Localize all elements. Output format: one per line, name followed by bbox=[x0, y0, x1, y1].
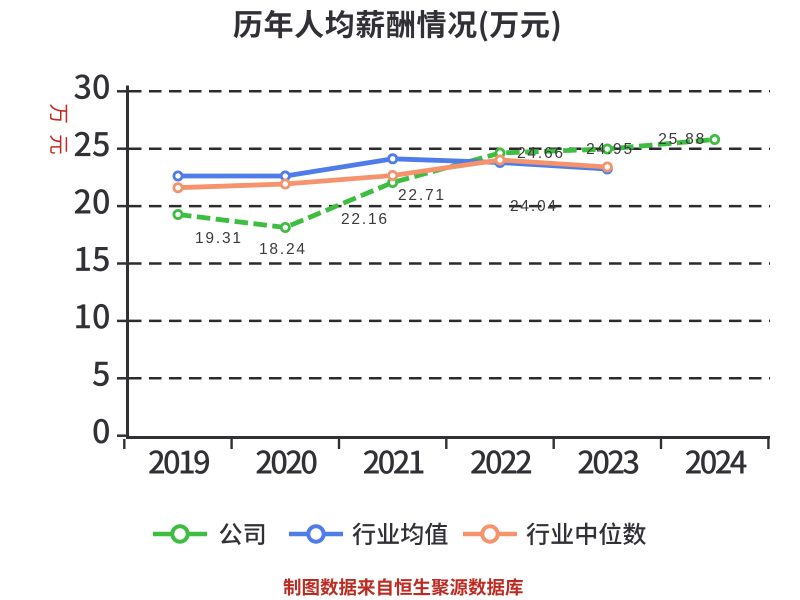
svg-text:22.16: 22.16 bbox=[341, 211, 389, 228]
svg-text:19.31: 19.31 bbox=[195, 230, 243, 247]
svg-text:24.66: 24.66 bbox=[517, 145, 565, 162]
svg-text:25.88: 25.88 bbox=[658, 131, 706, 148]
svg-text:18.24: 18.24 bbox=[259, 241, 307, 258]
svg-text:22.71: 22.71 bbox=[398, 187, 446, 204]
svg-text:24.95: 24.95 bbox=[586, 141, 634, 158]
svg-text:24.04: 24.04 bbox=[510, 198, 558, 215]
